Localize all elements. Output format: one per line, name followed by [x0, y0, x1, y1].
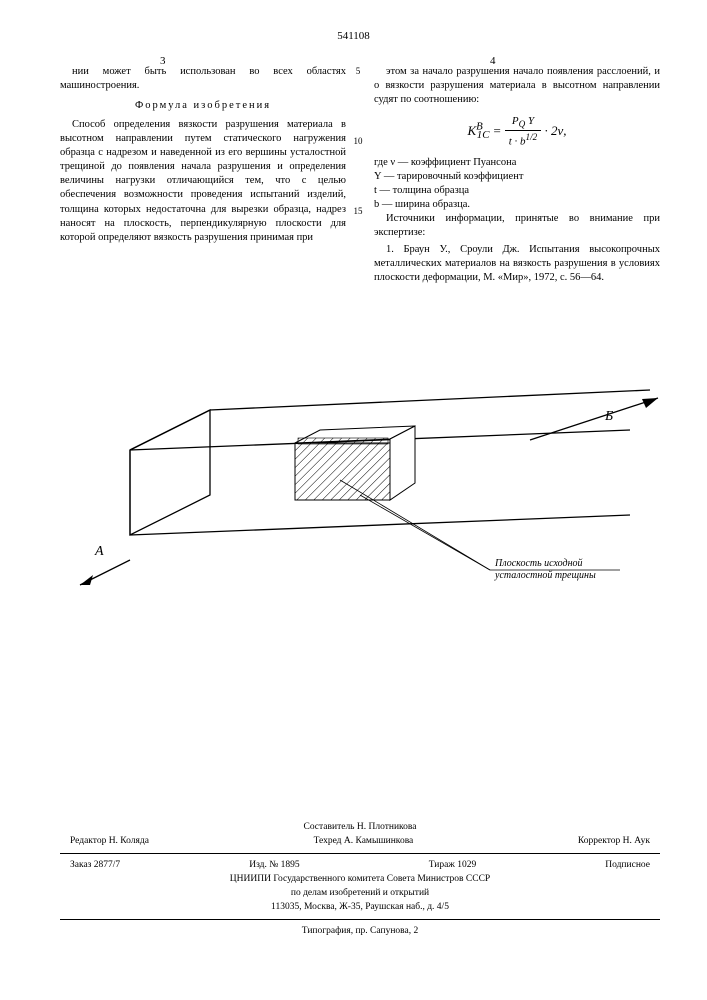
source-item: 1. Браун У., Сроули Дж. Испытания высоко…	[374, 243, 660, 286]
print-row: Заказ 2877/7 Изд. № 1895 Тираж 1029 Подп…	[60, 858, 660, 872]
where-item: t — толщина образца	[374, 184, 660, 198]
editor: Редактор Н. Коляда	[70, 834, 149, 848]
label-a: А	[94, 544, 104, 559]
divider	[60, 919, 660, 920]
text-columns: нии может быть использован во всех облас…	[60, 65, 660, 287]
figure-caption-1: Плоскость исходной	[494, 558, 583, 569]
tirazh: Тираж 1029	[429, 858, 477, 872]
org1: ЦНИИПИ Государственного комитета Совета …	[60, 872, 660, 886]
figure-caption-2: усталостной трещины	[494, 570, 596, 581]
sources-header: Источники информации, принятые во вниман…	[374, 212, 660, 240]
techred: Техред А. Камышинкова	[314, 834, 414, 848]
para: нии может быть использован во всех облас…	[60, 65, 346, 93]
org2: по делам изобретений и открытий	[60, 886, 660, 900]
formula: KB1C = PQ Y t · b1/2 · 2ν,	[374, 114, 660, 150]
para: этом за начало разрушения начало появлен…	[374, 65, 660, 108]
figure: А Б Плоскость исходной усталостной трещи…	[60, 380, 660, 710]
divider	[60, 853, 660, 854]
left-column: нии может быть использован во всех облас…	[60, 65, 346, 287]
formula-header: Формула изобретения	[60, 99, 346, 113]
where-list: где ν — коэффициент Пуансона Y — тариров…	[374, 156, 660, 213]
where-item: b — ширина образца.	[374, 198, 660, 212]
colophon: Составитель Н. Плотникова Редактор Н. Ко…	[60, 820, 660, 938]
compiler: Составитель Н. Плотникова	[60, 820, 660, 834]
where-item: где ν — коэффициент Пуансона	[374, 156, 660, 170]
typography: Типография, пр. Сапунова, 2	[60, 924, 660, 938]
where-item: Y — тарировочный коэффициент	[374, 170, 660, 184]
izd: Изд. № 1895	[249, 858, 299, 872]
addr: 113035, Москва, Ж-35, Раушская наб., д. …	[60, 900, 660, 914]
label-b: Б	[604, 409, 613, 424]
right-column: этом за начало разрушения начало появлен…	[374, 65, 660, 287]
order: Заказ 2877/7	[70, 858, 120, 872]
para: Способ определения вязкости разрушения м…	[60, 118, 346, 246]
podpisnoe: Подписное	[605, 858, 650, 872]
doc-number: 541108	[0, 30, 707, 42]
corrector: Корректор Н. Аук	[578, 834, 650, 848]
credits-row: Редактор Н. Коляда Техред А. Камышинкова…	[60, 834, 660, 848]
figure-svg: А Б Плоскость исходной усталостной трещи…	[60, 380, 660, 710]
